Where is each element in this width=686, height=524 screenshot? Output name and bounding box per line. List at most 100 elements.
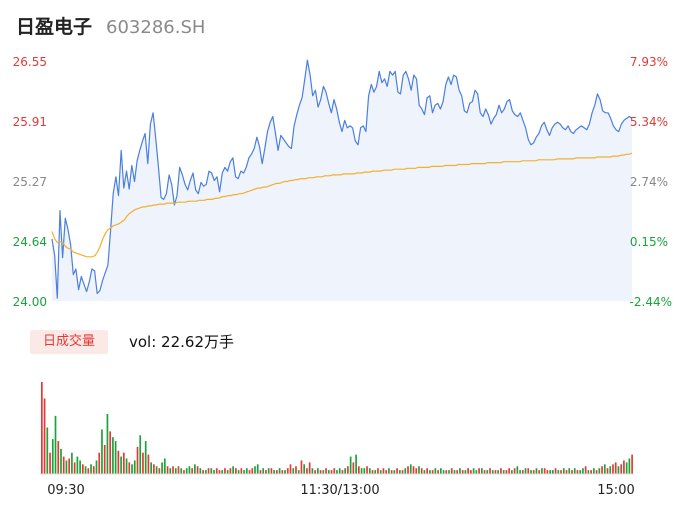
volume-bar <box>349 456 352 474</box>
volume-bar <box>224 468 226 474</box>
volume-bar <box>541 468 543 474</box>
volume-bar <box>366 466 368 474</box>
volume-bar <box>284 470 286 474</box>
volume-bar <box>448 470 450 474</box>
volume-bar <box>584 466 587 474</box>
volume-bar <box>371 470 374 474</box>
volume-bar <box>273 470 275 474</box>
volume-bar <box>106 413 109 474</box>
volume-bar <box>606 468 609 474</box>
volume-bar <box>185 468 188 474</box>
volume-bar <box>314 470 316 474</box>
volume-bar <box>338 468 341 474</box>
volume-bar <box>442 470 445 474</box>
volume-bar <box>202 470 204 474</box>
volume-bar <box>153 464 155 474</box>
volume-bar <box>344 468 347 474</box>
volume-bar <box>404 468 407 474</box>
volume-bar <box>352 462 355 474</box>
volume-bar <box>516 466 519 474</box>
price-line-layer <box>51 59 633 299</box>
volume-bar <box>628 458 631 474</box>
volume-bar <box>295 466 297 474</box>
x-tick-0: 09:30 <box>47 483 84 498</box>
volume-bar <box>46 427 49 474</box>
volume-bar <box>306 468 308 474</box>
y-left-tick-0: 26.55 <box>13 55 47 69</box>
volume-bar <box>243 470 245 474</box>
volume-bar <box>439 468 442 474</box>
y-right-tick-0: 7.93% <box>630 55 668 69</box>
volume-bar <box>470 470 472 474</box>
volume-bar <box>276 470 278 474</box>
volume-bar <box>543 468 546 474</box>
volume-bar <box>71 452 73 474</box>
volume-bar <box>393 470 396 474</box>
y-right-tick-1: 5.34% <box>630 115 668 129</box>
volume-bar <box>169 468 172 474</box>
volume-bar <box>139 435 142 474</box>
volume-bar <box>565 470 568 474</box>
volume-bar <box>303 464 306 474</box>
volume-bar <box>281 470 284 474</box>
volume-bar <box>456 470 459 474</box>
volume-bar <box>502 470 505 474</box>
volume-bar <box>579 470 582 474</box>
volume-bar <box>112 437 114 474</box>
volume-bar <box>467 468 469 474</box>
volume-bar <box>587 470 590 474</box>
volume-bar <box>199 468 202 474</box>
volume-bar <box>317 468 319 474</box>
volume-bar <box>109 431 112 474</box>
volume-bar <box>131 464 133 474</box>
volume-bar <box>336 470 338 474</box>
volume-bar <box>125 458 128 474</box>
volume-bar <box>426 468 428 474</box>
volume-bar <box>445 470 448 474</box>
volume-bar <box>62 456 65 474</box>
volume-bar <box>388 468 390 474</box>
price-area-layer <box>52 60 632 301</box>
volume-bar <box>81 464 84 474</box>
volume-bar <box>207 468 210 474</box>
volume-bar <box>114 441 117 474</box>
volume-bar <box>505 470 508 474</box>
volume-bar <box>631 454 633 474</box>
volume-bar <box>163 458 166 474</box>
volume-bar <box>155 466 158 474</box>
volume-bar <box>521 470 524 474</box>
volume-bar <box>322 470 325 474</box>
y-left-tick-2: 25.27 <box>13 175 47 189</box>
volume-bar <box>117 450 120 474</box>
volume-bar <box>494 470 497 474</box>
volume-bar <box>251 468 254 474</box>
volume-bar <box>603 464 606 474</box>
volume-bar <box>527 468 530 474</box>
volume-bar <box>158 468 161 474</box>
volume-bar <box>235 468 237 474</box>
volume-bar <box>147 454 150 474</box>
volume-bar <box>245 468 248 474</box>
volume-bar <box>194 464 196 474</box>
volume-bars-layer <box>41 382 633 474</box>
volume-bar <box>497 470 500 474</box>
volume-bar <box>248 470 251 474</box>
price-area <box>52 60 632 301</box>
volume-bar <box>120 456 122 474</box>
volume-bar <box>308 462 311 474</box>
volume-bar <box>573 468 576 474</box>
volume-bar <box>87 468 90 474</box>
volume-bar <box>398 470 401 474</box>
volume-bar <box>172 466 174 474</box>
volume-bar <box>41 382 43 474</box>
volume-bar <box>240 468 243 474</box>
volume-bar <box>101 429 103 474</box>
volume-bar <box>464 470 467 474</box>
volume-bar <box>623 460 625 474</box>
volume-bar <box>319 470 322 474</box>
volume-bar <box>103 444 106 474</box>
volume-bar <box>601 466 603 474</box>
volume-bar <box>401 470 404 474</box>
volume-bar <box>289 464 292 474</box>
volume-bar <box>229 468 232 474</box>
